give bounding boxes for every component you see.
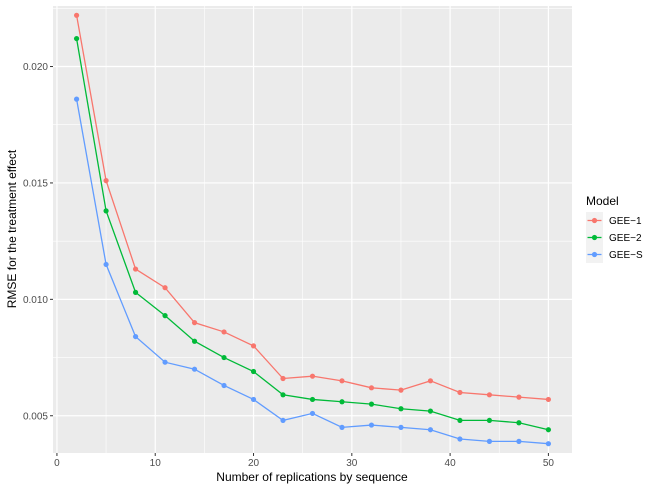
- legend-label: GEE−1: [609, 216, 642, 227]
- data-point: [250, 396, 257, 403]
- x-axis-title: Number of replications by sequence: [216, 470, 408, 484]
- data-point: [545, 396, 552, 403]
- data-point: [457, 389, 463, 396]
- data-point: [516, 394, 522, 400]
- data-point: [162, 285, 168, 291]
- data-point: [368, 385, 375, 391]
- data-point: [339, 378, 345, 384]
- data-point: [486, 438, 493, 444]
- y-tick-label: 0.020: [23, 62, 48, 73]
- x-tick-label: 40: [445, 458, 457, 469]
- data-point: [250, 343, 257, 349]
- data-point: [191, 366, 198, 372]
- data-point: [103, 178, 109, 184]
- x-axis: 0 10 20 30 40 50: [54, 453, 554, 469]
- minor-gridlines: [53, 6, 572, 453]
- data-point: [280, 375, 286, 382]
- data-point: [221, 354, 227, 361]
- data-point: [280, 417, 286, 424]
- legend-label: GEE−2: [609, 233, 642, 244]
- data-point: [457, 417, 463, 424]
- data-point: [280, 392, 286, 398]
- plot-panel: [53, 6, 572, 453]
- data-point: [545, 427, 552, 433]
- legend-key-point: [591, 251, 598, 258]
- data-point: [132, 266, 139, 272]
- series-layer: [73, 12, 552, 447]
- data-point: [309, 373, 316, 379]
- data-point: [427, 378, 434, 384]
- data-point: [191, 320, 198, 326]
- data-point: [132, 333, 139, 340]
- data-point: [309, 410, 316, 417]
- y-tick-label: 0.005: [23, 411, 48, 422]
- legend-title: Model: [586, 194, 619, 208]
- data-point: [132, 289, 139, 295]
- x-tick-label: 0: [54, 458, 60, 469]
- major-gridlines: [53, 6, 572, 453]
- data-point: [162, 313, 168, 319]
- data-point: [398, 424, 404, 430]
- data-point: [368, 422, 375, 428]
- data-point: [309, 396, 316, 403]
- y-axis: 0.005 0.010 0.015 0.020: [23, 62, 53, 422]
- y-tick-label: 0.010: [23, 295, 48, 306]
- data-point: [368, 401, 375, 407]
- data-point: [427, 427, 434, 433]
- data-point: [221, 382, 227, 389]
- data-point: [103, 261, 109, 268]
- legend: Model GEE−1 GEE−2 GEE−S: [586, 194, 643, 263]
- data-point: [457, 436, 463, 442]
- data-point: [339, 399, 345, 405]
- data-point: [73, 12, 80, 18]
- x-tick-label: 20: [248, 458, 260, 469]
- data-point: [398, 387, 404, 393]
- data-point: [339, 424, 345, 430]
- data-point: [73, 96, 80, 102]
- data-point: [427, 408, 434, 414]
- data-point: [398, 406, 404, 412]
- legend-key-point: [591, 234, 598, 241]
- data-point: [545, 441, 552, 447]
- data-point: [191, 338, 198, 344]
- data-point: [486, 417, 493, 424]
- data-point: [486, 392, 493, 398]
- data-point: [250, 368, 257, 375]
- legend-label: GEE−S: [609, 250, 643, 261]
- data-point: [73, 35, 80, 42]
- data-point: [162, 359, 168, 365]
- x-tick-label: 10: [150, 458, 162, 469]
- legend-key-point: [591, 217, 598, 224]
- y-axis-title: RMSE for the treatment effect: [5, 149, 19, 308]
- data-point: [516, 420, 522, 426]
- x-tick-label: 30: [346, 458, 358, 469]
- data-point: [103, 208, 109, 214]
- y-tick-label: 0.015: [23, 178, 48, 189]
- x-tick-label: 50: [543, 458, 555, 469]
- data-point: [516, 438, 522, 444]
- data-point: [221, 329, 227, 335]
